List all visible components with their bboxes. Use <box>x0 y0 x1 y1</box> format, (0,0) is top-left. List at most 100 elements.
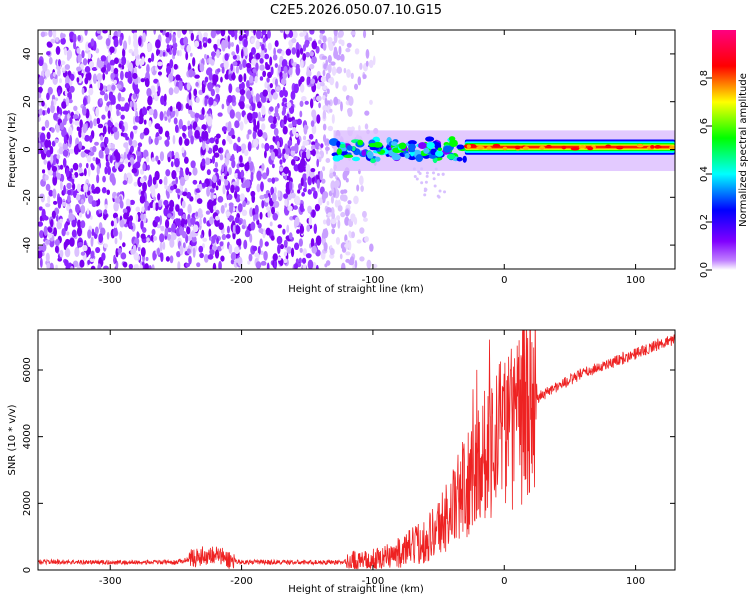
noise-cell <box>196 198 203 204</box>
noise-cell <box>48 189 54 197</box>
noise-cell <box>163 176 168 187</box>
noise-cell <box>218 260 222 269</box>
noise-cell <box>59 164 64 170</box>
noise-cell <box>181 218 186 225</box>
noise-cell <box>359 62 363 70</box>
snr-xtick-label: -100 <box>362 576 385 587</box>
noise-cell <box>243 149 249 157</box>
noise-cell <box>241 182 247 189</box>
noise-cell <box>120 106 126 112</box>
noise-cell <box>345 251 351 256</box>
noise-cell <box>187 120 191 127</box>
noise-cell <box>144 77 150 88</box>
noise-cell <box>221 233 227 241</box>
noise-cell <box>186 191 192 199</box>
noise-cell <box>254 204 259 215</box>
noise-cell <box>168 206 174 212</box>
noise-cell <box>200 234 204 239</box>
noise-cell <box>319 30 325 35</box>
noise-cell <box>166 44 170 50</box>
noise-cell <box>299 247 303 253</box>
noise-cell <box>287 139 293 147</box>
noise-cell <box>251 47 256 55</box>
noise-cell <box>364 236 369 243</box>
noise-cell <box>43 225 48 236</box>
noise-cell <box>283 239 288 247</box>
noise-cell <box>124 158 129 164</box>
noise-cell <box>210 51 216 58</box>
noise-cell <box>59 218 64 223</box>
noise-cell <box>62 141 68 151</box>
noise-cell <box>58 146 64 155</box>
noise-cell <box>256 101 262 109</box>
noise-cell <box>104 146 110 155</box>
noise-cell <box>165 37 170 44</box>
noise-cell <box>122 132 128 138</box>
noise-cell <box>148 265 152 269</box>
noise-cell <box>364 110 370 116</box>
noise-cell <box>68 262 72 268</box>
carrier-bead <box>545 144 552 149</box>
noise-cell <box>273 258 278 269</box>
noise-cell <box>203 217 207 224</box>
signal-tail-dot <box>425 174 429 178</box>
noise-cell <box>337 205 343 212</box>
noise-cell <box>71 174 76 180</box>
noise-cell <box>238 63 243 71</box>
noise-cell <box>81 73 84 78</box>
noise-cell <box>246 80 251 88</box>
noise-cell <box>372 263 378 269</box>
noise-cell <box>176 250 181 258</box>
noise-cell <box>45 252 50 262</box>
signal-tail-dot <box>437 195 441 199</box>
noise-cell <box>344 243 350 249</box>
signal-onset-blob <box>437 147 443 151</box>
noise-cell <box>169 255 174 264</box>
noise-cell <box>250 190 256 198</box>
noise-cell <box>349 256 355 266</box>
snr-xtick-label: -200 <box>230 576 253 587</box>
noise-cell <box>269 221 273 227</box>
spectrogram-xtick-label: -300 <box>99 275 122 286</box>
noise-cell <box>142 107 148 116</box>
noise-cell <box>63 241 68 249</box>
noise-cell <box>306 149 311 160</box>
noise-cell <box>133 181 138 187</box>
noise-cell <box>282 228 286 235</box>
noise-cell <box>274 105 279 115</box>
noise-cell <box>50 219 54 228</box>
noise-cell <box>290 158 296 166</box>
spectrogram-xtick-label: -100 <box>362 275 385 286</box>
noise-cell <box>168 150 172 157</box>
signal-onset-blob <box>361 149 367 157</box>
noise-cell <box>159 215 163 226</box>
spectrogram-xtick-label: -200 <box>230 275 253 286</box>
noise-cell <box>269 144 275 150</box>
noise-cell <box>331 228 336 235</box>
noise-cell <box>266 205 271 212</box>
noise-cell <box>38 221 44 227</box>
noise-cell <box>95 246 101 254</box>
noise-cell <box>209 137 215 144</box>
noise-cell <box>59 249 64 258</box>
signal-onset-blob <box>351 146 356 152</box>
noise-cell <box>203 32 208 38</box>
noise-cell <box>326 207 332 214</box>
noise-cell <box>239 101 245 110</box>
noise-cell <box>144 263 149 269</box>
noise-cell <box>205 157 211 166</box>
noise-cell <box>239 88 246 96</box>
noise-cell <box>167 213 172 218</box>
noise-cell <box>57 89 61 97</box>
noise-cell <box>148 174 153 185</box>
spectrogram-signal-band <box>328 130 675 199</box>
noise-cell <box>64 89 68 96</box>
noise-cell <box>290 192 296 199</box>
noise-cell <box>320 76 327 83</box>
noise-cell <box>41 169 46 174</box>
noise-cell <box>202 36 208 45</box>
noise-cell <box>116 108 120 117</box>
noise-cell <box>38 86 43 93</box>
noise-cell <box>156 49 161 55</box>
noise-cell <box>77 34 81 42</box>
